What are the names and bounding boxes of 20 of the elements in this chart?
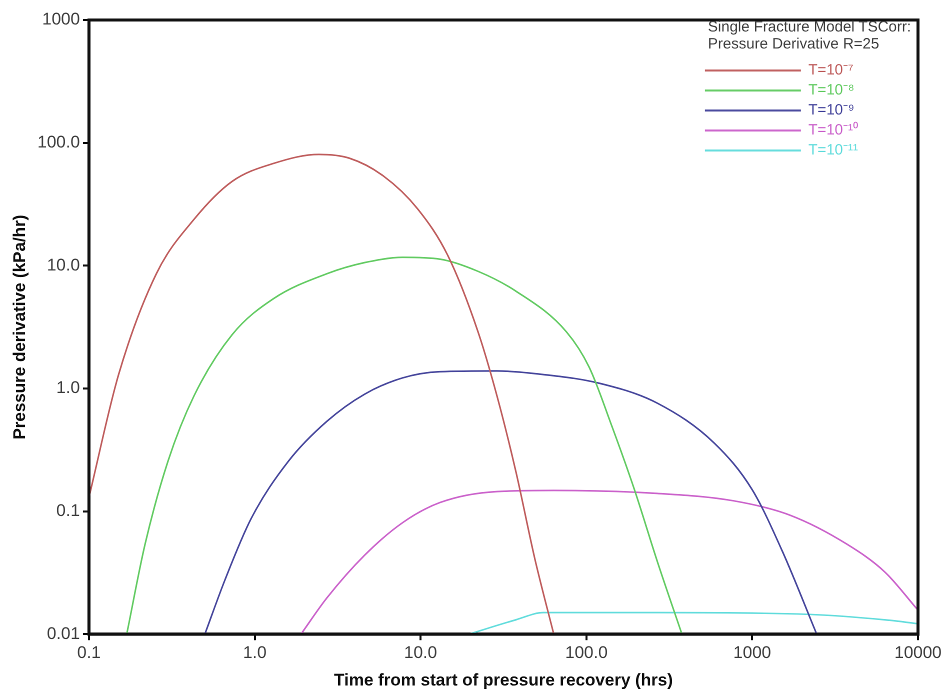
x-tick-label: 1.0 xyxy=(242,643,267,662)
text: T=10⁻⁷ xyxy=(808,62,854,79)
text: T=10⁻¹⁰ xyxy=(808,122,858,139)
y-tick-label: 1.0 xyxy=(56,378,80,398)
text: T=10⁻⁸ xyxy=(808,82,854,99)
y-tick-label: 100.0 xyxy=(37,132,80,152)
y-tick-label: 0.1 xyxy=(56,501,80,520)
x-tick-label: 100.0 xyxy=(565,643,608,662)
legend-title: Single Fracture Model TSCorr: Pressure Derivative R=25 xyxy=(708,18,912,53)
y-axis-title: Pressure derivative (kPa/hr) xyxy=(10,214,29,440)
x-tick-label: 1000 xyxy=(733,643,772,662)
x-tick-label: 0.1 xyxy=(77,643,101,662)
y-tick-label: 1000 xyxy=(42,10,80,29)
text: T=10⁻⁹ xyxy=(808,102,854,119)
text: T=10⁻¹¹ xyxy=(808,142,858,159)
x-tick-label: 10.0 xyxy=(404,643,438,662)
y-tick-label: 0.01 xyxy=(46,624,80,643)
x-axis-title: Time from start of pressure recovery (hrs) xyxy=(334,670,673,690)
y-tick-label: 10.0 xyxy=(46,255,80,274)
x-tick-label: 10000 xyxy=(894,643,942,662)
